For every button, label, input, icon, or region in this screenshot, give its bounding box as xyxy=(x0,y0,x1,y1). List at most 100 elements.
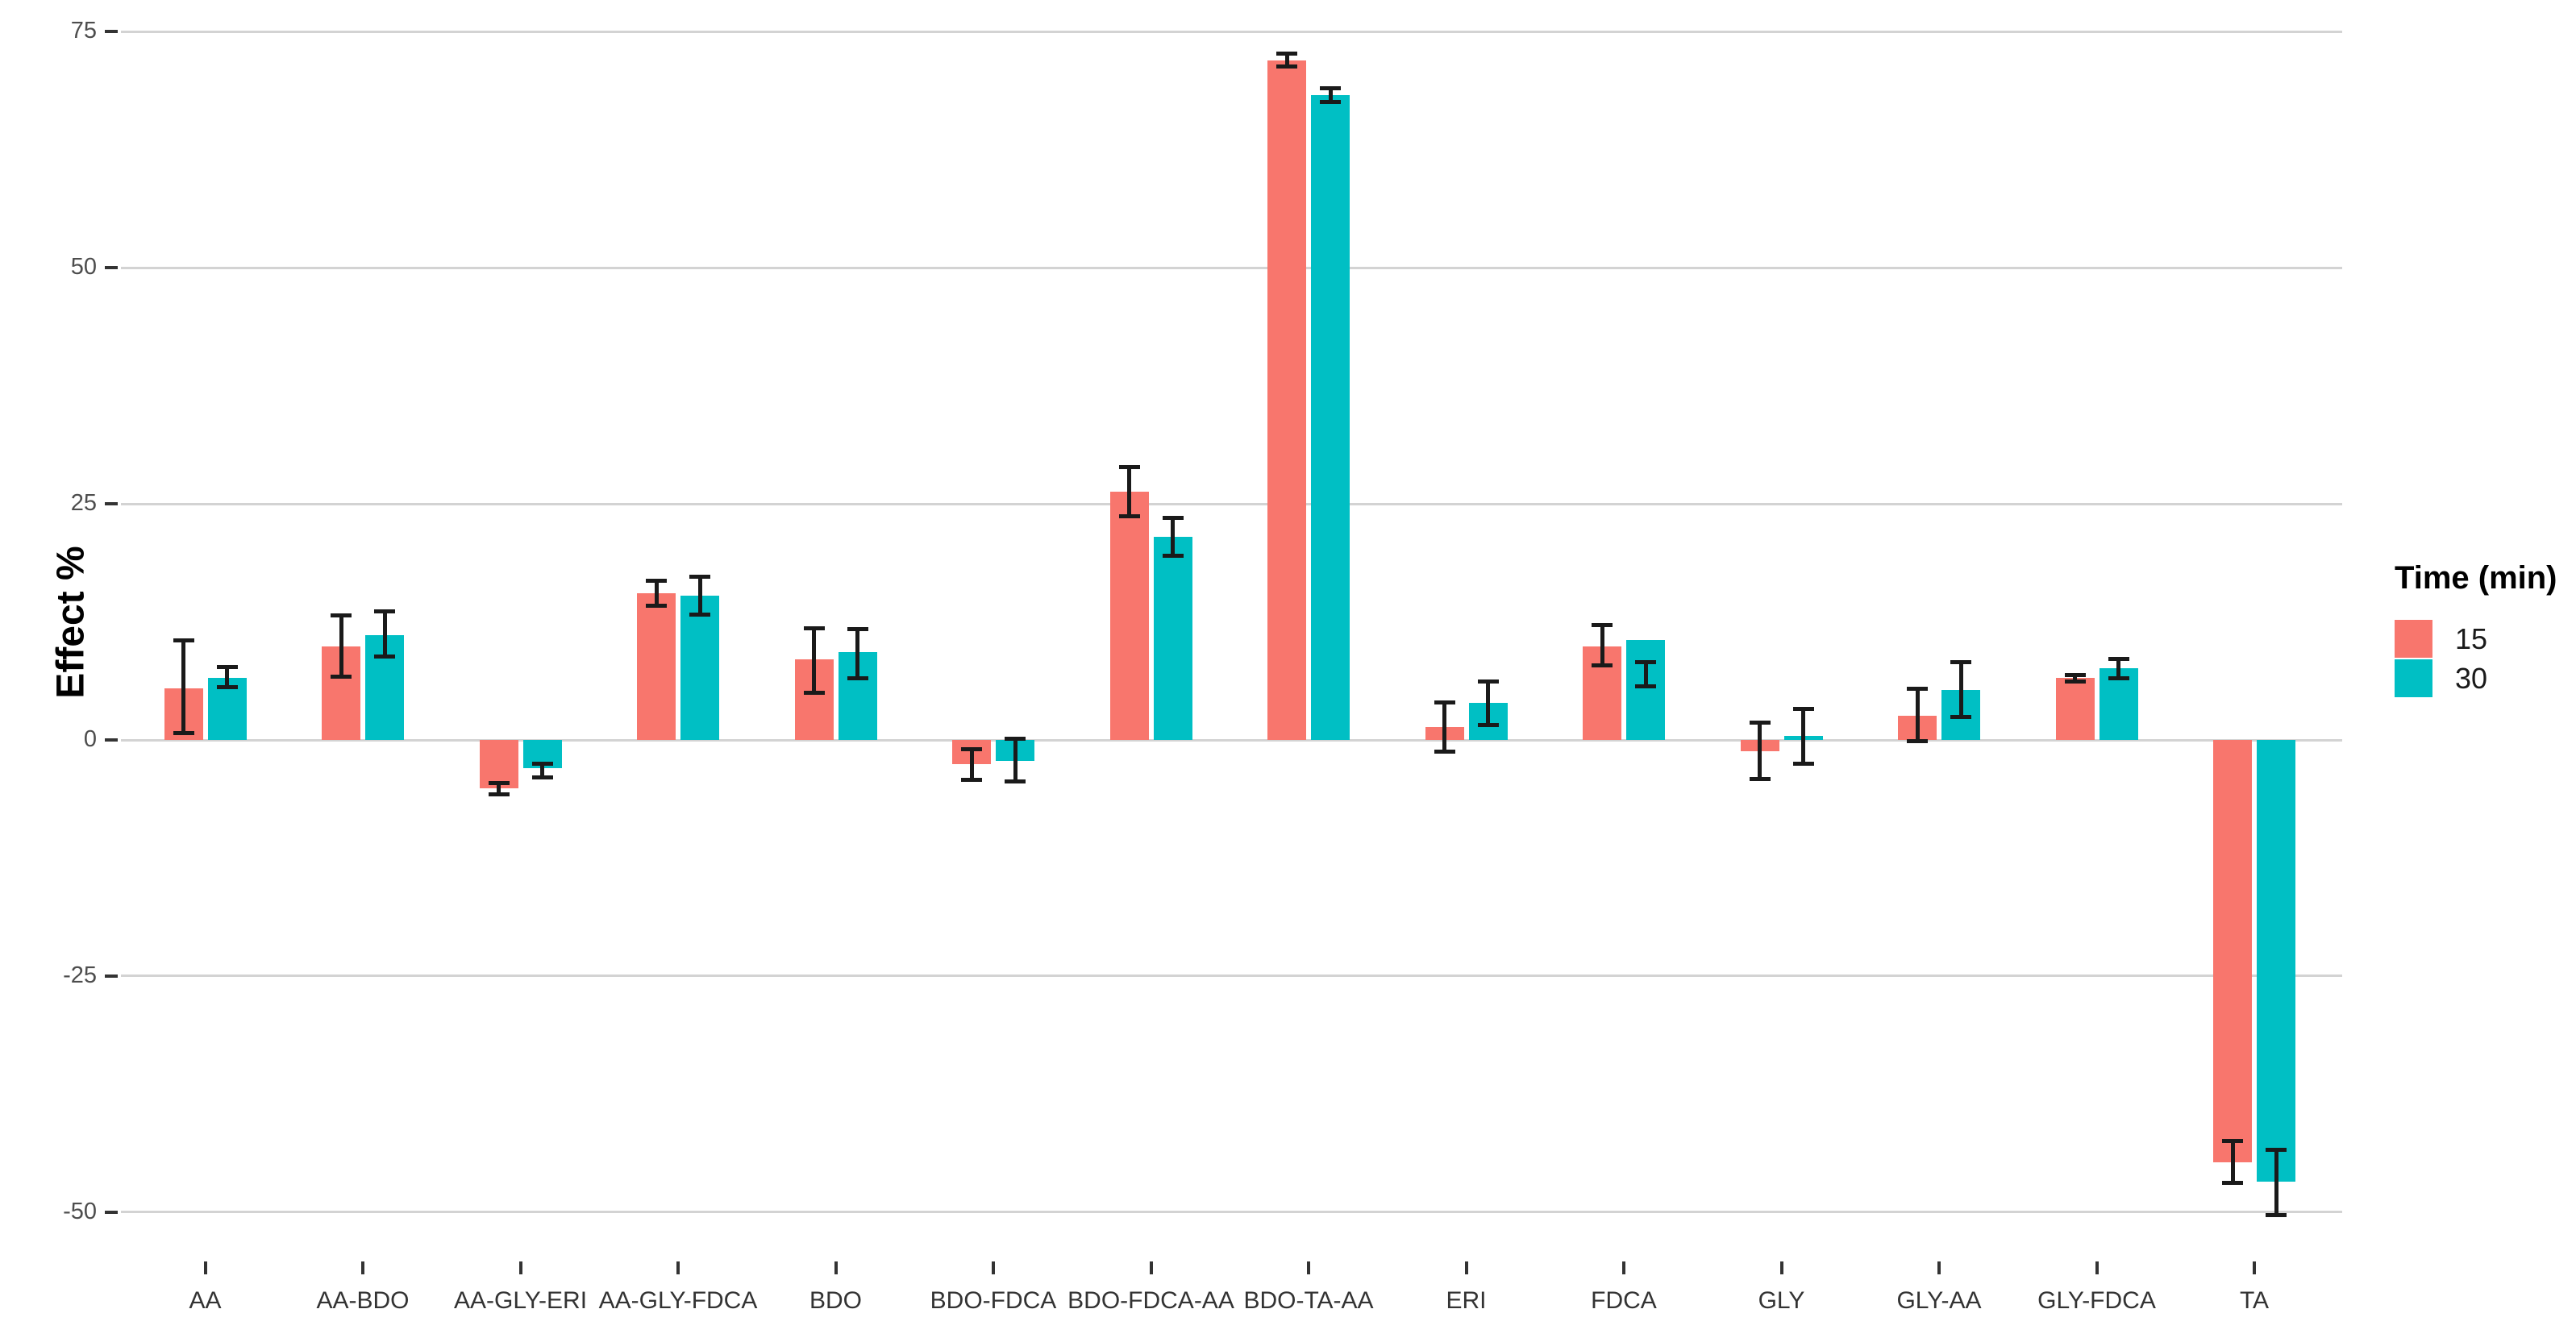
error-bar xyxy=(181,640,185,733)
gridline-25 xyxy=(121,502,2342,505)
gridline--25 xyxy=(121,975,2342,978)
x-tick-label: AA xyxy=(189,1287,222,1314)
error-bar-cap xyxy=(1162,516,1184,521)
legend-item-15: 15 xyxy=(2395,619,2576,659)
error-bar-cap xyxy=(1005,779,1026,784)
error-bar-cap xyxy=(1434,700,1455,704)
legend-title: Time (min) xyxy=(2395,560,2557,596)
x-tick-label: BDO-TA-AA xyxy=(1243,1287,1374,1314)
error-bar-cap xyxy=(2108,676,2129,681)
y-axis-title: Effect % xyxy=(49,546,93,699)
error-bar-cap xyxy=(689,574,710,579)
x-axis-tick xyxy=(1464,1261,1468,1274)
y-tick-label: 75 xyxy=(70,18,97,44)
error-bar xyxy=(1600,625,1604,666)
y-axis-tick xyxy=(105,502,118,506)
bar-aa-gly-fdca-15 xyxy=(637,593,676,740)
x-axis-tick xyxy=(1149,1261,1153,1274)
x-axis-tick xyxy=(1937,1261,1941,1274)
y-tick-label: 25 xyxy=(70,490,97,517)
legend: Time (min) 15 30 xyxy=(2395,560,2576,698)
bar-gly-fdca-15 xyxy=(2055,677,2095,740)
x-tick-label: GLY-FDCA xyxy=(2037,1287,2156,1314)
error-bar xyxy=(540,763,544,778)
error-bar xyxy=(855,629,859,679)
x-axis-tick xyxy=(518,1261,522,1274)
error-bar-cap xyxy=(1320,86,1341,91)
error-bar-cap xyxy=(1118,513,1140,518)
x-tick-label: AA-GLY-FDCA xyxy=(598,1287,758,1314)
error-bar-cap xyxy=(961,777,982,782)
x-axis-tick xyxy=(1779,1261,1783,1274)
legend-label-15: 15 xyxy=(2455,621,2488,655)
error-bar-cap xyxy=(2222,1180,2243,1185)
x-axis-tick xyxy=(1622,1261,1625,1274)
y-axis-tick xyxy=(105,738,118,742)
error-bar xyxy=(654,580,659,606)
error-bar-cap xyxy=(173,731,194,736)
error-bar-cap xyxy=(1749,721,1771,725)
error-bar-cap xyxy=(803,626,825,631)
error-bar-cap xyxy=(2266,1212,2287,1217)
x-axis-tick xyxy=(676,1261,680,1274)
error-bar xyxy=(1758,722,1762,779)
error-bar xyxy=(497,783,501,795)
error-bar xyxy=(1643,662,1648,687)
error-bar xyxy=(1958,662,1963,717)
error-bar-cap xyxy=(173,638,194,643)
error-bar-cap xyxy=(2108,656,2129,661)
error-bar-cap xyxy=(646,578,667,583)
gridline-75 xyxy=(121,30,2342,33)
error-bar-cap xyxy=(331,613,352,617)
x-tick-label: AA-GLY-ERI xyxy=(453,1287,588,1314)
x-tick-label: TA xyxy=(2239,1287,2270,1314)
error-bar-cap xyxy=(216,665,238,670)
error-bar xyxy=(1171,517,1175,556)
error-bar-cap xyxy=(1162,554,1184,559)
error-bar xyxy=(812,628,816,693)
bar-bdo-fdca-aa-15 xyxy=(1109,491,1149,740)
y-tick-label: 50 xyxy=(70,254,97,281)
x-axis-tick xyxy=(2253,1261,2256,1274)
error-bar-cap xyxy=(331,675,352,679)
error-bar-cap xyxy=(1320,99,1341,104)
bar-aa-gly-eri-15 xyxy=(479,740,518,788)
error-bar-cap xyxy=(961,747,982,752)
error-bar xyxy=(2116,659,2120,679)
error-bar xyxy=(339,615,343,677)
error-bar-cap xyxy=(1749,776,1771,781)
error-bar-cap xyxy=(1005,737,1026,742)
bar-ta-30 xyxy=(2257,740,2295,1182)
error-bar xyxy=(697,576,702,615)
error-bar-cap xyxy=(2064,672,2086,677)
error-bar-cap xyxy=(2222,1139,2243,1144)
error-bar-cap xyxy=(1907,687,1928,692)
error-bar-cap xyxy=(2266,1147,2287,1152)
error-bar xyxy=(2230,1141,2235,1183)
error-bar xyxy=(2274,1149,2278,1216)
error-bar-cap xyxy=(1276,64,1297,69)
error-bar-cap xyxy=(1276,51,1297,56)
error-bar-cap xyxy=(847,627,868,632)
error-bar xyxy=(1801,709,1805,764)
error-bar-cap xyxy=(488,781,510,786)
gridline-50 xyxy=(121,266,2342,269)
error-bar-cap xyxy=(847,676,868,681)
x-tick-label: ERI xyxy=(1446,1287,1487,1314)
y-axis-tick xyxy=(105,30,118,34)
legend-swatch-15 xyxy=(2395,620,2432,658)
error-bar xyxy=(1127,467,1131,517)
error-bar xyxy=(1013,738,1017,782)
x-tick-label: FDCA xyxy=(1591,1287,1657,1314)
error-bar-cap xyxy=(1950,715,1971,720)
error-bar-cap xyxy=(1434,749,1455,754)
error-bar-cap xyxy=(1592,622,1613,627)
error-bar-cap xyxy=(1907,738,1928,743)
legend-label-30: 30 xyxy=(2455,661,2488,695)
y-tick-label: 0 xyxy=(83,726,97,752)
y-axis-tick xyxy=(105,974,118,978)
legend-swatch-30 xyxy=(2395,659,2432,697)
error-bar-cap xyxy=(646,604,667,609)
